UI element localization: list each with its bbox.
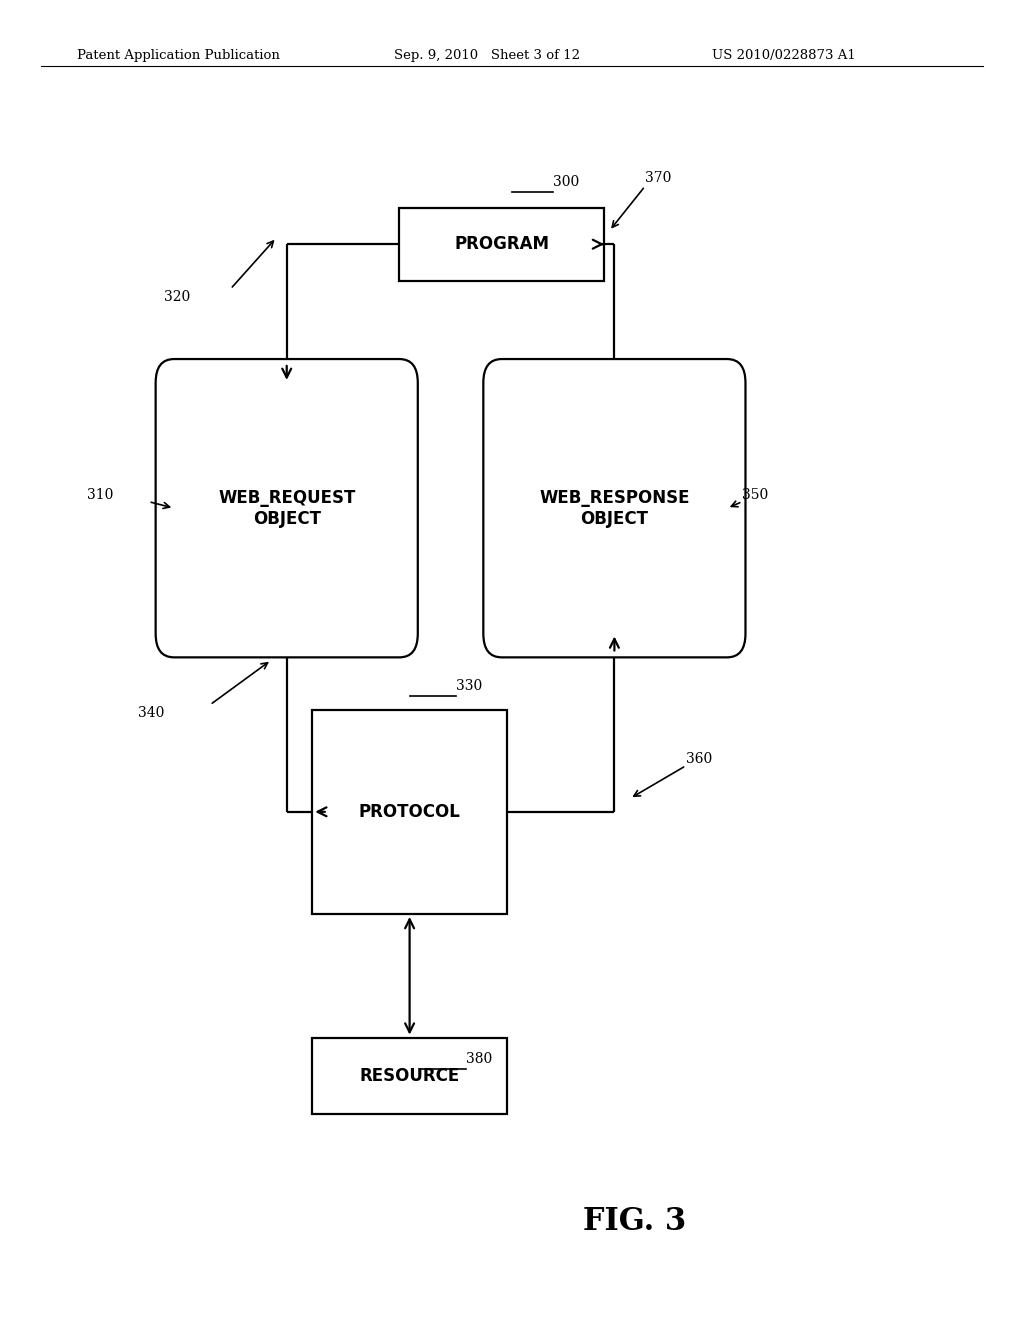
- Bar: [312, 1038, 507, 1114]
- Text: 330: 330: [456, 678, 482, 693]
- Text: Patent Application Publication: Patent Application Publication: [77, 49, 280, 62]
- Text: WEB_REQUEST
OBJECT: WEB_REQUEST OBJECT: [218, 488, 355, 528]
- Text: 320: 320: [164, 290, 190, 304]
- Text: 380: 380: [466, 1052, 493, 1065]
- Text: 300: 300: [553, 174, 580, 189]
- Text: RESOURCE: RESOURCE: [359, 1067, 460, 1085]
- Bar: [312, 710, 507, 913]
- Text: 350: 350: [742, 488, 769, 502]
- Text: FIG. 3: FIG. 3: [584, 1205, 686, 1237]
- FancyBboxPatch shape: [156, 359, 418, 657]
- Text: Sep. 9, 2010   Sheet 3 of 12: Sep. 9, 2010 Sheet 3 of 12: [394, 49, 581, 62]
- Text: US 2010/0228873 A1: US 2010/0228873 A1: [712, 49, 855, 62]
- Text: 310: 310: [87, 488, 114, 502]
- Text: PROGRAM: PROGRAM: [455, 235, 549, 253]
- Text: PROTOCOL: PROTOCOL: [358, 803, 461, 821]
- FancyBboxPatch shape: [483, 359, 745, 657]
- Bar: [399, 207, 604, 281]
- Text: 360: 360: [686, 752, 713, 766]
- Text: 340: 340: [138, 706, 165, 719]
- Text: 370: 370: [645, 172, 672, 185]
- Text: WEB_RESPONSE
OBJECT: WEB_RESPONSE OBJECT: [540, 488, 689, 528]
